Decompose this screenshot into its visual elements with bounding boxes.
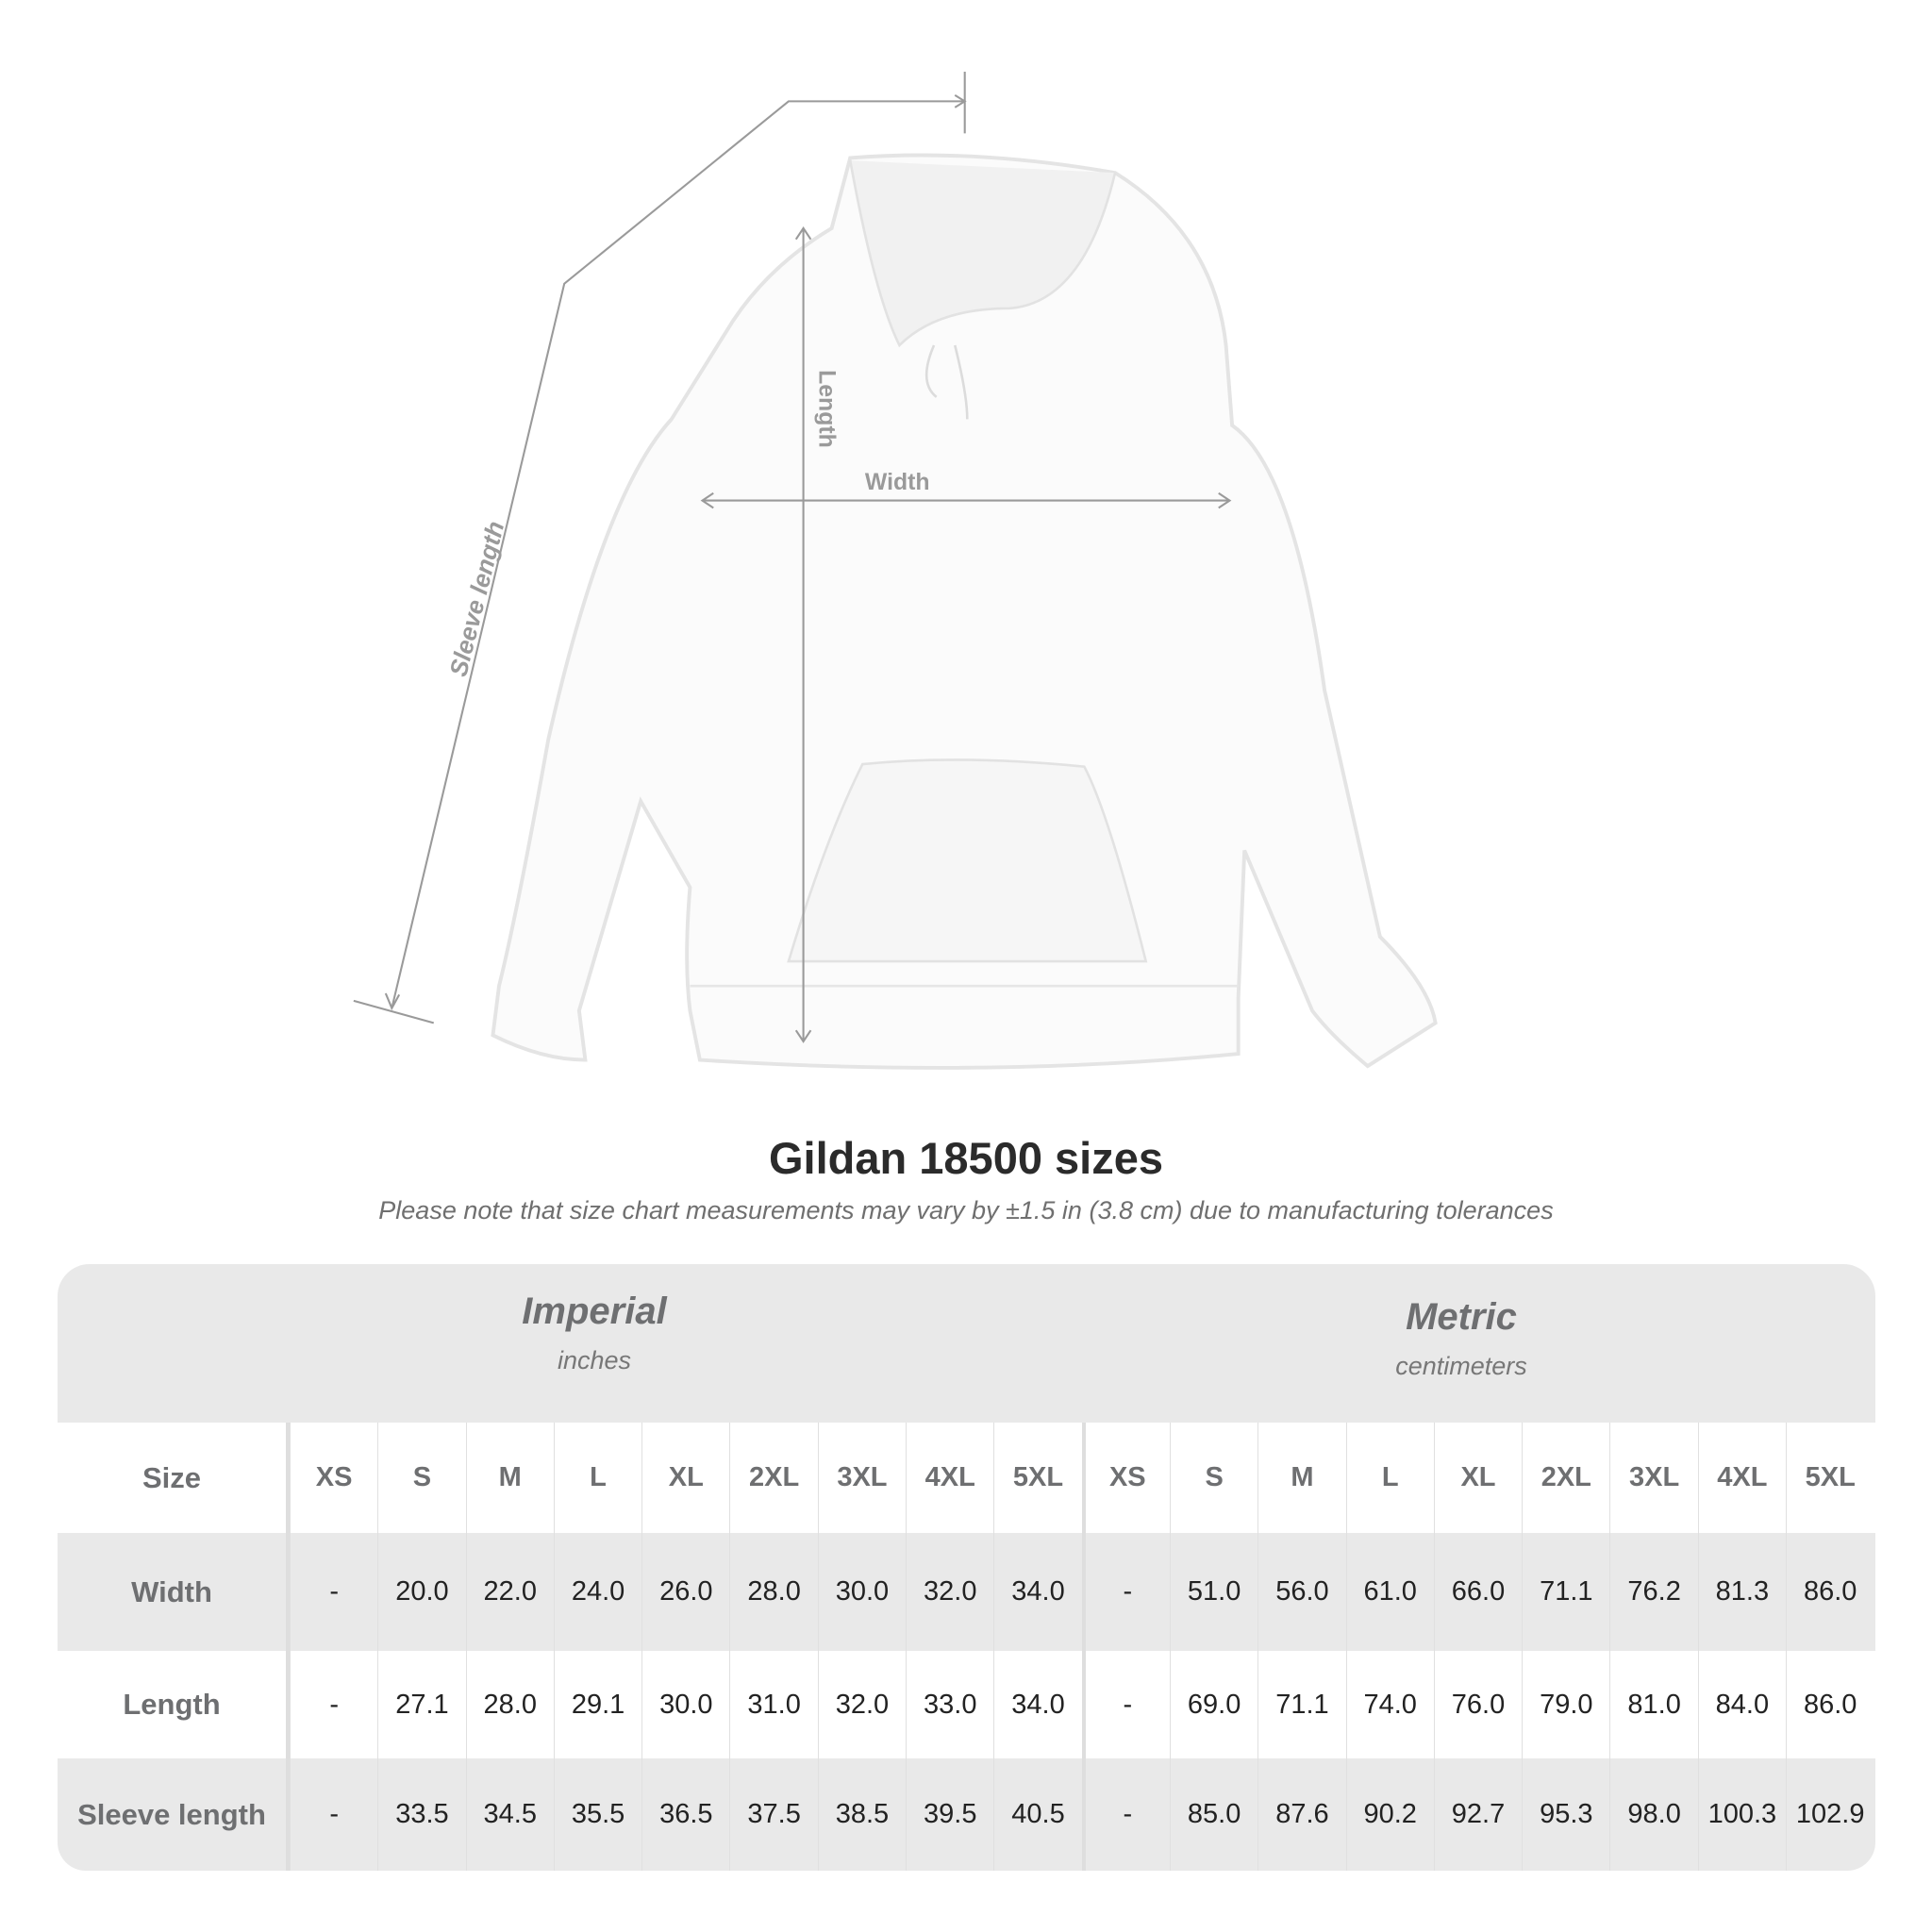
imperial-size-header: L [553, 1423, 641, 1533]
measure-lines [353, 72, 1232, 1043]
metric-value-cell: 98.0 [1609, 1758, 1697, 1871]
imperial-size-header: M [465, 1423, 554, 1533]
imperial-value-cell: 33.5 [377, 1758, 465, 1871]
metric-value-cell: 86.0 [1786, 1533, 1874, 1651]
imperial-title: Imperial [522, 1291, 667, 1332]
imperial-value-cell: 32.0 [906, 1533, 993, 1651]
imperial-size-header: 5XL [993, 1423, 1081, 1533]
imperial-value-cell: - [290, 1651, 377, 1758]
metric-unit: centimeters [1395, 1352, 1527, 1380]
tolerance-note: Please note that size chart measurements… [378, 1196, 1554, 1224]
metric-value-cell: 76.0 [1433, 1651, 1522, 1758]
metric-value-cell: 69.0 [1169, 1651, 1257, 1758]
width-label: Width [865, 470, 930, 495]
imperial-size-header: 3XL [817, 1423, 906, 1533]
imperial-value-cell: 34.0 [993, 1651, 1081, 1758]
imperial-value-cell: 20.0 [377, 1533, 465, 1651]
metric-value-cell: 56.0 [1257, 1533, 1345, 1651]
sleeve-length-label: Sleeve length [443, 519, 509, 680]
metric-size-header: 5XL [1786, 1423, 1874, 1533]
imperial-value-cell: 37.5 [729, 1758, 817, 1871]
imperial-value-cell: 26.0 [641, 1533, 729, 1651]
metric-value-cell: 66.0 [1433, 1533, 1522, 1651]
metric-value-cell: 71.1 [1522, 1533, 1609, 1651]
metric-value-cell: 51.0 [1169, 1533, 1257, 1651]
imperial-size-header: 4XL [906, 1423, 993, 1533]
imperial-value-cell: - [290, 1533, 377, 1651]
imperial-value-cell: 34.5 [465, 1758, 554, 1871]
size-chart-table: Imperial inches Metric centimeters Size X… [58, 1264, 1875, 1871]
table-row: Width -20.0 22.0 24.0 26.0 28.0 30.0 32.0 34.0-5… [58, 1533, 1875, 1651]
metric-size-header: M [1257, 1423, 1345, 1533]
hoodie-image [491, 153, 1438, 1070]
imperial-value-cell: 40.5 [993, 1758, 1081, 1871]
imperial-value-cell: 38.5 [817, 1758, 906, 1871]
imperial-value-cell: 22.0 [465, 1533, 554, 1651]
row-label: Sleeve length [58, 1758, 290, 1871]
imperial-unit: inches [557, 1346, 632, 1374]
table-row: Length -27.1 28.0 29.1 30.0 31.0 32.0 33.0 34.0-… [58, 1651, 1875, 1758]
length-label: Length [814, 370, 840, 448]
metric-value-cell: - [1081, 1533, 1170, 1651]
imperial-value-cell: 27.1 [377, 1651, 465, 1758]
metric-value-cell: 61.0 [1345, 1533, 1434, 1651]
metric-size-header: 2XL [1522, 1423, 1609, 1533]
metric-value-cell: 86.0 [1786, 1651, 1874, 1758]
metric-size-header: 4XL [1697, 1423, 1786, 1533]
hoodie-measurement-figure: Sleeve length Length Width [353, 72, 1438, 1070]
unit-header-band: Imperial inches Metric centimeters [58, 1264, 1875, 1423]
imperial-value-cell: 24.0 [553, 1533, 641, 1651]
metric-value-cell: 79.0 [1522, 1651, 1609, 1758]
imperial-value-cell: 28.0 [465, 1651, 554, 1758]
metric-header: Metric centimeters [1037, 1296, 1886, 1381]
metric-value-cell: - [1081, 1651, 1170, 1758]
metric-value-cell: 95.3 [1522, 1758, 1609, 1871]
metric-title: Metric [1406, 1296, 1517, 1338]
metric-value-cell: 81.3 [1697, 1533, 1786, 1651]
metric-value-cell: 87.6 [1257, 1758, 1345, 1871]
row-label: Length [58, 1651, 290, 1758]
metric-value-cell: 90.2 [1345, 1758, 1434, 1871]
metric-size-header: 3XL [1609, 1423, 1697, 1533]
metric-value-cell: 76.2 [1609, 1533, 1697, 1651]
imperial-size-header: XL [641, 1423, 729, 1533]
size-header-row: Size XS S M L XL 2XL 3XL 4XL 5XL XS S M L XL 2XL 3XL 4XL 5… [58, 1423, 1875, 1533]
imperial-value-cell: 31.0 [729, 1651, 817, 1758]
sleeve-line [391, 100, 965, 1008]
imperial-value-cell: 39.5 [906, 1758, 993, 1871]
metric-size-header: L [1345, 1423, 1434, 1533]
imperial-value-cell: 29.1 [553, 1651, 641, 1758]
metric-value-cell: - [1081, 1758, 1170, 1871]
metric-size-header: S [1169, 1423, 1257, 1533]
row-label: Size [58, 1423, 290, 1533]
metric-value-cell: 84.0 [1697, 1651, 1786, 1758]
imperial-value-cell: 35.5 [553, 1758, 641, 1871]
metric-value-cell: 92.7 [1433, 1758, 1522, 1871]
metric-value-cell: 74.0 [1345, 1651, 1434, 1758]
metric-value-cell: 85.0 [1169, 1758, 1257, 1871]
imperial-value-cell: 30.0 [641, 1651, 729, 1758]
metric-value-cell: 102.9 [1786, 1758, 1874, 1871]
imperial-header: Imperial inches [170, 1291, 1019, 1375]
imperial-size-header: 2XL [729, 1423, 817, 1533]
row-label: Width [58, 1533, 290, 1651]
imperial-value-cell: 33.0 [906, 1651, 993, 1758]
imperial-size-header: S [377, 1423, 465, 1533]
table-row: Sleeve length -33.5 34.5 35.5 36.5 37.5 38.5 39… [58, 1758, 1875, 1871]
metric-size-header: XS [1081, 1423, 1170, 1533]
metric-value-cell: 71.1 [1257, 1651, 1345, 1758]
imperial-value-cell: 36.5 [641, 1758, 729, 1871]
imperial-value-cell: 34.0 [993, 1533, 1081, 1651]
imperial-value-cell: 28.0 [729, 1533, 817, 1651]
metric-value-cell: 100.3 [1697, 1758, 1786, 1871]
page-title: Gildan 18500 sizes [768, 1133, 1164, 1183]
imperial-value-cell: 32.0 [817, 1651, 906, 1758]
sleeve-tick-bottom [353, 999, 435, 1024]
metric-value-cell: 81.0 [1609, 1651, 1697, 1758]
imperial-value-cell: - [290, 1758, 377, 1871]
metric-size-header: XL [1433, 1423, 1522, 1533]
imperial-value-cell: 30.0 [817, 1533, 906, 1651]
imperial-size-header: XS [290, 1423, 377, 1533]
